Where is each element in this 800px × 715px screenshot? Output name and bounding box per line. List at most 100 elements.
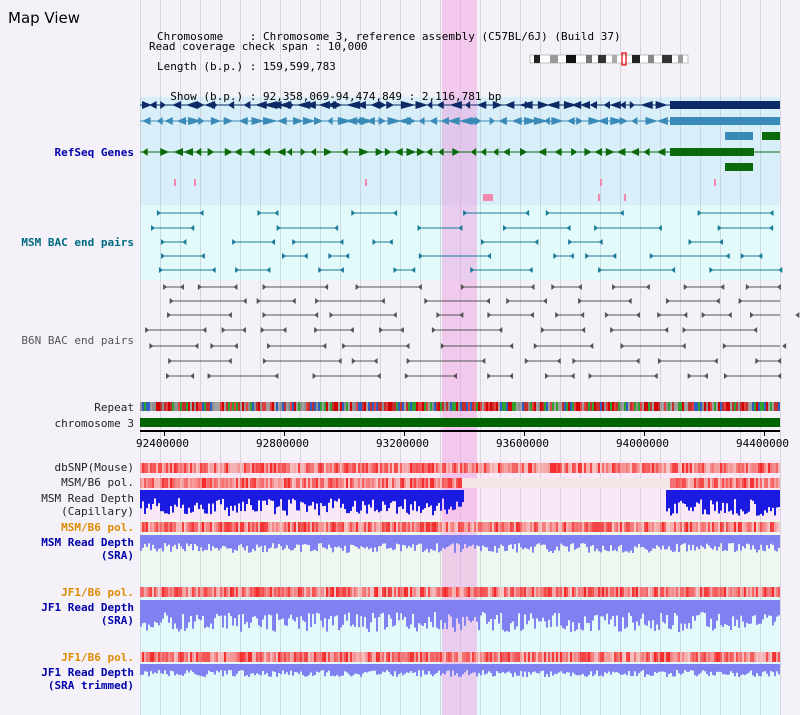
depth-bar: [684, 600, 686, 624]
jf1-b6-pol-track-2[interactable]: [140, 652, 780, 663]
msm-bac-label[interactable]: MSM BAC end pairs: [21, 236, 134, 249]
heat-cell: [376, 522, 378, 532]
heat-cell: [206, 478, 208, 488]
msm-b6-pol-label-2[interactable]: MSM/B6 pol.: [61, 521, 134, 534]
dbsnp-label[interactable]: dbSNP(Mouse): [54, 461, 134, 474]
heat-cell: [702, 463, 704, 473]
heat-cell: [714, 463, 716, 473]
depth-bar: [612, 535, 614, 551]
heat-cell: [566, 652, 568, 662]
msm-depth-capillary-label[interactable]: MSM Read Depth (Capillary): [0, 492, 134, 518]
depth-bar: [644, 535, 646, 549]
repeat-segment: [574, 402, 576, 411]
heat-cell: [604, 463, 606, 473]
depth-bar: [442, 535, 444, 548]
depth-bar: [206, 535, 208, 551]
depth-bar: [650, 664, 652, 676]
heat-cell: [448, 463, 450, 473]
heat-cell: [590, 463, 592, 473]
jf1-b6-pol-label-2[interactable]: JF1/B6 pol.: [61, 651, 134, 664]
heat-cell: [200, 652, 202, 662]
depth-bar: [436, 535, 438, 544]
heat-cell: [188, 522, 190, 532]
depth-bar: [378, 535, 380, 547]
repeat-segment: [318, 402, 320, 411]
depth-bar: [482, 600, 484, 613]
heat-cell: [274, 652, 276, 662]
depth-bar: [494, 600, 496, 620]
heat-cell: [360, 522, 362, 532]
heat-cell: [400, 587, 402, 597]
heat-cell: [766, 652, 768, 662]
chromosome-ideogram[interactable]: [528, 52, 690, 66]
heat-cell: [584, 463, 586, 473]
heat-cell: [658, 463, 660, 473]
jf1-depth-trimmed-label[interactable]: JF1 Read Depth (SRA trimmed): [0, 666, 134, 692]
heat-cell: [714, 522, 716, 532]
depth-bar: [198, 490, 200, 510]
b6n-bac-track[interactable]: [140, 280, 800, 395]
jf1-b6-pol-track-1[interactable]: [140, 587, 780, 598]
gene-arrow: [427, 101, 433, 109]
heat-cell: [488, 522, 490, 532]
depth-bar: [572, 664, 574, 673]
depth-bar: [558, 535, 560, 551]
depth-bar: [560, 535, 562, 544]
depth-bar: [406, 535, 408, 549]
b6n-bac-label[interactable]: B6N BAC end pairs: [21, 334, 134, 347]
jf1-depth-sra-label[interactable]: JF1 Read Depth (SRA): [0, 601, 134, 627]
depth-bar: [640, 600, 642, 619]
repeat-track[interactable]: [140, 402, 780, 412]
repeat-segment: [650, 402, 652, 411]
msm-b6-pol-track-1[interactable]: [140, 478, 780, 489]
heat-cell: [640, 522, 642, 532]
heat-cell: [162, 587, 164, 597]
msm-depth-capillary-track[interactable]: [140, 490, 780, 520]
depth-bar: [240, 535, 242, 545]
jf1-b6-pol-label-1[interactable]: JF1/B6 pol.: [61, 586, 134, 599]
repeat-segment: [610, 402, 612, 411]
heat-cell: [242, 478, 244, 488]
bac-end: [753, 327, 758, 333]
depth-bar: [188, 600, 190, 623]
refseq-genes-track[interactable]: [140, 97, 780, 205]
heat-cell: [534, 478, 536, 488]
repeat-segment: [490, 402, 492, 411]
repeat-segment: [702, 402, 704, 411]
repeat-segment: [716, 402, 718, 411]
depth-bar: [140, 490, 142, 509]
depth-bar: [494, 535, 496, 546]
heat-cell: [576, 587, 578, 597]
gene-arrow: [341, 148, 348, 156]
depth-bar: [628, 600, 630, 613]
depth-bar: [382, 535, 384, 544]
heat-cell: [174, 652, 176, 662]
msm-b6-pol-track-2[interactable]: [140, 522, 780, 533]
msm-bac-track[interactable]: [140, 205, 783, 280]
repeat-segment: [376, 402, 378, 411]
heat-cell: [444, 652, 446, 662]
jf1-depth-trimmed-track[interactable]: [140, 664, 780, 678]
bac-end: [635, 358, 640, 364]
heat-cell: [758, 463, 760, 473]
jf1-depth-sra-track[interactable]: [140, 600, 780, 634]
bac-end: [553, 253, 558, 259]
refseq-genes-label[interactable]: RefSeq Genes: [54, 146, 134, 159]
dbsnp-track[interactable]: [140, 463, 780, 474]
msm-depth-sra-label[interactable]: MSM Read Depth (SRA): [0, 536, 134, 562]
depth-bar: [194, 664, 196, 674]
gene-arrow: [452, 148, 460, 156]
repeat-segment: [694, 402, 696, 411]
heat-cell: [234, 652, 236, 662]
heat-cell: [414, 652, 416, 662]
depth-bar: [586, 600, 588, 623]
depth-bar: [552, 535, 554, 553]
heat-cell: [706, 478, 708, 488]
depth-bar: [484, 600, 486, 614]
heat-cell: [548, 652, 550, 662]
msm-b6-pol-label-1[interactable]: MSM/B6 pol.: [61, 476, 134, 489]
depth-bar: [480, 600, 482, 616]
depth-bar: [486, 600, 488, 624]
msm-depth-sra-track[interactable]: [140, 535, 780, 555]
heat-cell: [592, 478, 594, 488]
